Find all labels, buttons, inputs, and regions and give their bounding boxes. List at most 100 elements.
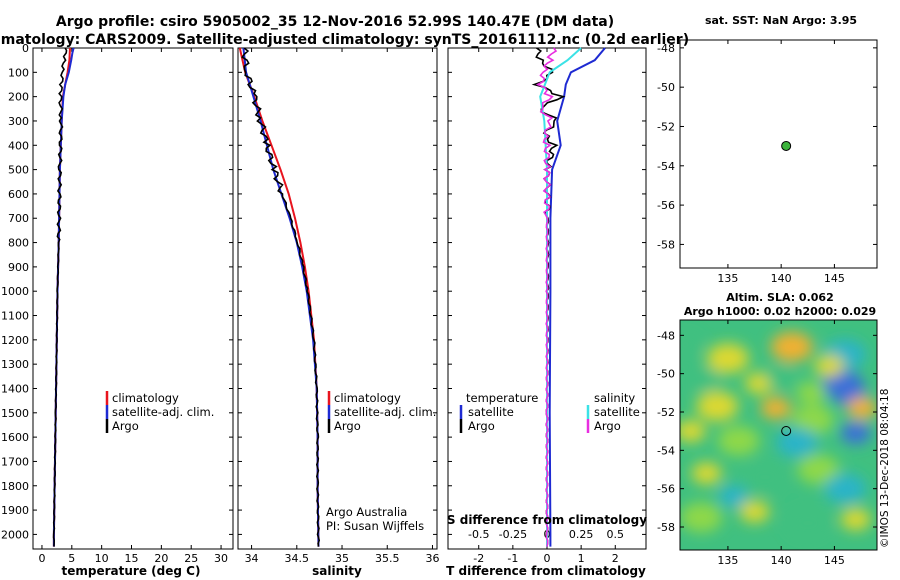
sst-map-panel: 135 140 145 -48 -50 -52 -54 -56 -58 — [657, 39, 878, 285]
y-tick-label: 300 — [8, 115, 29, 128]
heatmap-cell — [691, 462, 722, 485]
map-frame — [679, 39, 878, 269]
credit-text: ©IMOS 13-Dec-2018 08:04:18 — [879, 389, 891, 548]
sla-map-subtitle: Argo h1000: 0.02 h2000: 0.029 — [684, 305, 876, 318]
y-tick-label: -48 — [657, 42, 675, 55]
legend-label-climatology: climatology — [112, 391, 179, 405]
y-tick-label: -50 — [657, 81, 675, 94]
x-tick-label: 0 — [544, 552, 551, 565]
heatmap-cell — [766, 366, 797, 389]
heatmap-cell — [776, 427, 819, 458]
x-tick-label: 34.5 — [285, 552, 310, 565]
legend-label-temperature-argo: Argo — [468, 419, 495, 433]
legend-title-salinity: salinity — [594, 391, 635, 405]
sst-map-title: sat. SST: NaN Argo: 3.95 — [705, 14, 857, 27]
x-tick-label: 2 — [612, 552, 619, 565]
y-tick-label: 1600 — [1, 431, 29, 444]
series-line-argo — [52, 47, 68, 547]
y-tick-label: 2000 — [1, 528, 29, 541]
sla-heatmap — [680, 320, 877, 550]
legend-title-temperature: temperature — [466, 391, 538, 405]
legend-label-argo: Argo — [112, 419, 139, 433]
x-top-tick-label: -0.5 — [468, 528, 489, 541]
heatmap-cell — [680, 502, 723, 533]
legend-label-satellite: satellite-adj. clim. — [334, 405, 436, 419]
x-tick-label: 135 — [717, 272, 738, 285]
series-line-salinity-argo — [535, 47, 558, 547]
x-tick-label: 135 — [717, 554, 738, 567]
x-tick-label: 25 — [184, 552, 198, 565]
y-tick-label: 1700 — [1, 455, 29, 468]
y-tick-label: 1500 — [1, 407, 29, 420]
heatmap-cell — [691, 368, 722, 391]
map-frame — [679, 319, 878, 551]
difference-xlabel-top: S difference from climatology — [447, 513, 647, 527]
y-tick-label: 500 — [8, 164, 29, 177]
y-tick-label: 1000 — [1, 285, 29, 298]
sla-map-title: Altim. SLA: 0.062 — [726, 291, 833, 304]
heatmap-cell — [824, 473, 867, 504]
x-tick-label: 35 — [335, 552, 349, 565]
legend-label-temperature-satellite: satellite — [468, 405, 514, 419]
y-tick-label: -48 — [657, 329, 675, 342]
temperature-legend: climatology satellite-adj. clim. Argo — [105, 391, 214, 433]
x-tick-label: 34 — [245, 552, 259, 565]
heatmap-blobs — [680, 331, 877, 539]
series-line-temperature-satellite — [548, 47, 606, 547]
heatmap-cell — [680, 333, 701, 356]
x-tick-label: 145 — [824, 272, 845, 285]
heatmap-cell — [792, 404, 835, 435]
heatmap-cell — [718, 485, 749, 508]
salinity-xlabel: salinity — [312, 564, 362, 578]
heatmap-cell — [814, 355, 845, 377]
heatmap-cell — [797, 454, 840, 485]
series-line-salinity-satellite — [539, 47, 582, 547]
y-tick-label: 1400 — [1, 382, 29, 395]
y-tick-label: -54 — [657, 444, 675, 457]
y-tick-label: -58 — [657, 238, 675, 251]
heatmap-cell — [744, 462, 787, 493]
heatmap-cell — [696, 391, 739, 422]
y-tick-label: -54 — [657, 160, 675, 173]
legend-label-satellite: satellite-adj. clim. — [112, 405, 214, 419]
difference-legend: temperature satellite Argo salinity sate… — [459, 391, 640, 433]
legend-label-argo: Argo — [334, 419, 361, 433]
y-tick-label: -56 — [657, 199, 675, 212]
y-tick-label: 1200 — [1, 334, 29, 347]
legend-label-salinity-argo: Argo — [594, 419, 621, 433]
x-tick-label: -1 — [507, 552, 518, 565]
heatmap-cell — [770, 331, 813, 362]
y-tick-label: -52 — [657, 406, 675, 419]
heatmap-cell — [706, 343, 749, 374]
heatmap-cell — [840, 422, 871, 445]
y-tick-label: 400 — [8, 139, 29, 152]
argo-location-marker — [781, 140, 792, 151]
difference-panel: -2 -1 0 1 2-0.5 -0.25 0 0.25 0.5 — [447, 47, 647, 565]
title-line1: Argo profile: csiro 5905002_35 12-Nov-20… — [56, 14, 614, 30]
y-tick-label: -58 — [657, 521, 675, 534]
x-tick-label: 10 — [95, 552, 109, 565]
y-tick-label: 1300 — [1, 358, 29, 371]
y-tick-label: 0 — [22, 42, 29, 55]
temperature-xlabel: temperature (deg C) — [62, 564, 201, 578]
y-tick-label: -50 — [657, 368, 675, 381]
temperature-panel: 0 5 10 15 20 25 300100200300400500600700800900… — [1, 42, 234, 565]
y-tick-label: 600 — [8, 188, 29, 201]
x-tick-label: 20 — [154, 552, 168, 565]
heatmap-cell — [840, 508, 871, 531]
heatmap-cell — [786, 508, 829, 539]
legend-label-salinity-satellite: satellite — [594, 405, 640, 419]
x-tick-label: 5 — [68, 552, 75, 565]
series-line-satellite-adj-clim- — [242, 47, 320, 547]
x-tick-label: 145 — [824, 554, 845, 567]
annotation-argo-australia: Argo Australia — [326, 505, 407, 519]
y-tick-label: -56 — [657, 483, 675, 496]
argo-location-marker — [781, 425, 792, 436]
y-tick-label: 800 — [8, 237, 29, 250]
annotation-pi: PI: Susan Wijffels — [326, 519, 424, 533]
x-top-tick-label: 0.5 — [607, 528, 625, 541]
y-tick-label: 1100 — [1, 310, 29, 323]
y-tick-label: 200 — [8, 91, 29, 104]
sla-map-panel: 135 140 145 -48 -50 -52 -54 -56 -58 — [657, 319, 878, 567]
